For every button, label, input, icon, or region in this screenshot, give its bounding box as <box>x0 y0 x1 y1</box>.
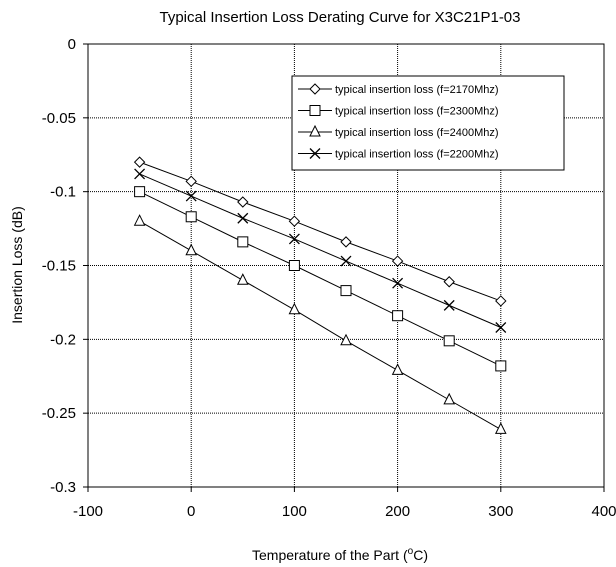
square-marker <box>495 360 507 372</box>
diamond-marker <box>309 83 321 95</box>
y-axis: 0 -0.05 -0.1 -0.15 -0.2 -0.25 -0.3 <box>42 36 88 496</box>
square-marker <box>392 310 404 322</box>
x-tick-label: -100 <box>73 503 103 520</box>
x-marker <box>495 322 507 333</box>
triangle-marker <box>133 214 146 226</box>
x-marker <box>288 233 300 245</box>
series-x <box>134 168 507 333</box>
series-group <box>133 156 507 434</box>
square-marker <box>237 236 249 248</box>
x-marker <box>392 277 404 289</box>
y-tick-label: -0.25 <box>42 405 76 422</box>
diamond-marker <box>391 255 404 267</box>
x-tick-label: 300 <box>488 503 513 520</box>
series-line <box>139 161 501 302</box>
y-tick-label: -0.1 <box>50 184 76 201</box>
legend-label: typical insertion loss (f=2170Mhz) <box>335 84 499 96</box>
diamond-marker <box>185 175 197 188</box>
series-line <box>139 220 502 430</box>
x-marker-stroke <box>288 233 300 245</box>
diamond-marker <box>443 276 455 288</box>
y-tick-label: 0 <box>68 36 76 53</box>
diamond-marker <box>340 236 352 248</box>
x-marker <box>443 299 455 311</box>
x-marker-stroke <box>495 322 507 333</box>
legend: typical insertion loss (f=2170Mhz) typica… <box>291 75 565 171</box>
series-diamond <box>133 156 507 307</box>
square-marker <box>185 211 197 223</box>
legend-label: typical insertion loss (f=2400Mhz) <box>335 127 499 139</box>
legend-label: typical insertion loss (f=2200Mhz) <box>335 149 499 161</box>
y-tick-label: -0.3 <box>50 479 76 496</box>
y-tick-label: -0.05 <box>42 110 76 127</box>
diamond-marker <box>495 295 507 307</box>
x-tick-label: 0 <box>187 503 195 520</box>
x-marker-stroke <box>309 148 321 159</box>
x-marker <box>185 190 197 202</box>
diamond-marker <box>237 196 249 208</box>
y-tick-label: -0.15 <box>42 258 76 275</box>
x-marker <box>309 148 321 159</box>
x-axis-label: Temperature of the Part (oC) <box>252 546 428 563</box>
x-axis: -100 0 100 200 300 400 <box>73 487 616 520</box>
y-tick-label: -0.2 <box>50 331 76 348</box>
x-marker-stroke <box>443 299 455 311</box>
diamond-marker <box>288 215 301 227</box>
square-marker <box>340 285 352 297</box>
triangle-marker <box>494 422 507 434</box>
triangle-marker <box>288 302 301 315</box>
x-marker-stroke <box>237 212 249 224</box>
series-line <box>139 173 501 328</box>
series-square <box>134 186 507 372</box>
legend-label: typical insertion loss (f=2300Mhz) <box>335 106 499 118</box>
x-marker-stroke <box>185 190 197 202</box>
square-marker <box>443 335 455 347</box>
x-marker-stroke <box>392 277 404 289</box>
square-marker <box>309 105 321 116</box>
triangle-marker <box>340 333 352 346</box>
y-axis-label: Insertion Loss (dB) <box>9 206 25 324</box>
triangle-marker <box>391 363 404 375</box>
legend-item: typical insertion loss (f=2300Mhz) <box>298 105 499 118</box>
series-triangle <box>133 214 507 434</box>
triangle-marker <box>309 124 321 137</box>
legend-item: typical insertion loss (f=2170Mhz) <box>298 83 499 96</box>
x-marker <box>340 255 352 267</box>
x-tick-label: 100 <box>282 503 307 520</box>
x-marker <box>237 212 249 224</box>
triangle-marker <box>443 392 456 405</box>
square-marker <box>134 186 146 198</box>
chart-title: Typical Insertion Loss Derating Curve fo… <box>159 9 520 26</box>
legend-item: typical insertion loss (f=2200Mhz) <box>298 148 499 161</box>
triangle-marker <box>236 273 249 285</box>
x-marker <box>134 168 146 180</box>
legend-item: typical insertion loss (f=2400Mhz) <box>298 124 499 139</box>
x-marker-stroke <box>340 255 352 267</box>
x-tick-label: 200 <box>385 503 410 520</box>
triangle-marker <box>185 243 198 256</box>
x-marker-stroke <box>134 168 146 180</box>
square-marker <box>288 260 300 271</box>
legend-box <box>291 75 565 171</box>
x-tick-label: 400 <box>591 503 616 520</box>
diamond-marker <box>133 156 146 168</box>
series-line <box>139 191 502 367</box>
